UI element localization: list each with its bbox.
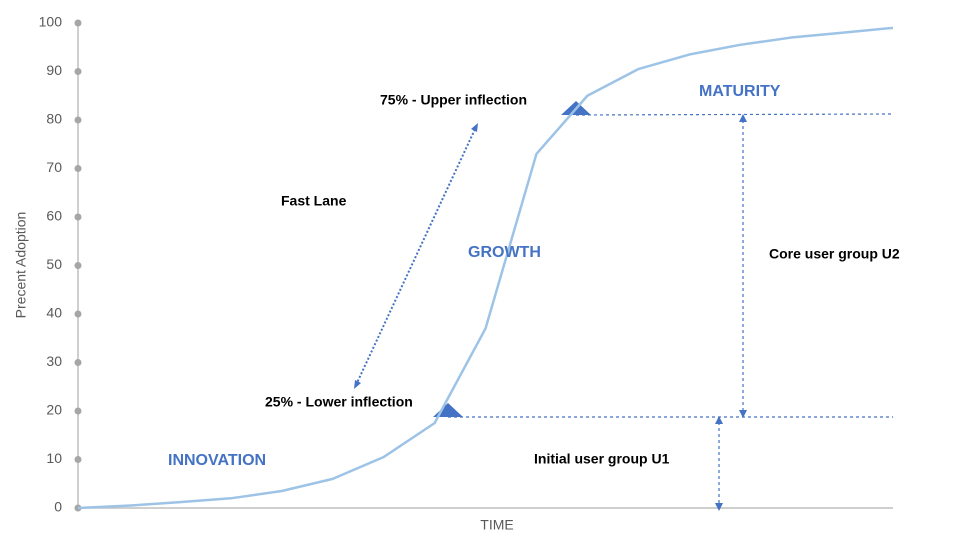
y-tick-mark [74, 456, 82, 463]
annotation: 25% - Lower inflection [265, 394, 413, 410]
arrowhead [354, 380, 361, 389]
y-tick-mark [74, 407, 82, 415]
y-tick-mark [74, 310, 82, 318]
y-tick-label: 20 [46, 402, 62, 418]
annotation: MATURITY [699, 83, 781, 100]
y-tick-label: 100 [39, 14, 63, 30]
inflection-marker [433, 403, 463, 417]
arrowheads [354, 101, 747, 511]
y-tick-label: 60 [46, 208, 62, 224]
y-tick-label: 10 [46, 450, 62, 466]
arrowhead [715, 416, 723, 424]
annotation: INNOVATION [168, 452, 266, 469]
arrowhead [739, 410, 747, 418]
annotation: 75% - Upper inflection [380, 92, 527, 108]
y-tick-mark [74, 116, 82, 124]
guide-line [355, 126, 477, 386]
guides [355, 113, 894, 505]
annotation: Fast Lane [281, 193, 347, 209]
arrowhead [471, 123, 478, 132]
y-tick-mark [74, 68, 82, 75]
arrowhead [715, 503, 723, 511]
x-axis-label: TIME [480, 517, 513, 533]
annotation: Initial user group U1 [534, 451, 670, 467]
y-tick-label: 0 [54, 499, 62, 515]
guide-line [575, 113, 894, 116]
y-tick-label: 50 [46, 256, 62, 272]
y-tick-label: 70 [46, 159, 62, 175]
y-tick-mark [74, 262, 82, 269]
annotation: GROWTH [468, 244, 541, 261]
y-tick-label: 80 [46, 111, 62, 127]
y-tick-mark [74, 165, 82, 172]
y-tick-mark [74, 19, 82, 27]
y-tick-label: 40 [46, 305, 62, 321]
y-tick-mark [74, 359, 82, 366]
y-tick-label: 90 [46, 62, 62, 78]
line-series [77, 26, 894, 510]
y-tick-label: 30 [46, 353, 62, 369]
y-tick-mark [74, 213, 82, 221]
y-axis-label: Precent Adoption [13, 212, 29, 319]
annotation: Core user group U2 [769, 246, 900, 262]
arrowhead [739, 114, 747, 122]
